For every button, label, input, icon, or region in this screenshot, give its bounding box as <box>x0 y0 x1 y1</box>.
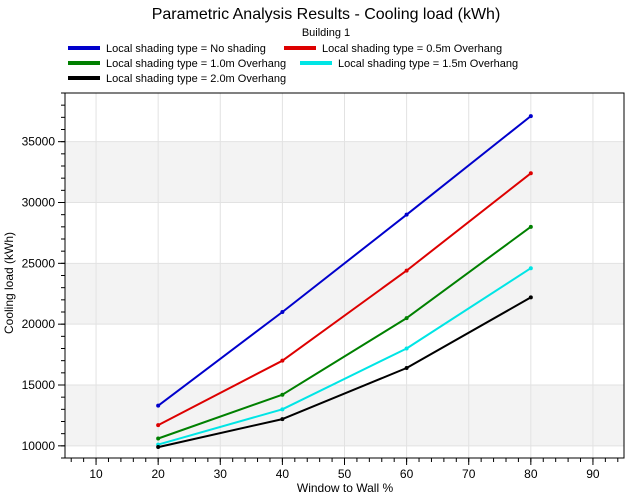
legend-label-3: Local shading type = 1.0m Overhang <box>106 58 286 70</box>
legend: Local shading type = No shading Local sha… <box>65 41 624 88</box>
series-line-1 <box>157 115 532 407</box>
x-tick-label: 10 <box>89 467 103 481</box>
series-3-point <box>528 224 533 229</box>
series-1-point <box>404 212 409 217</box>
legend-label-2: Local shading type = 0.5m Overhang <box>322 43 502 55</box>
chart-title: Parametric Analysis Results - Cooling lo… <box>152 6 501 23</box>
x-tick-label: 80 <box>524 467 538 481</box>
series-line-4 <box>157 267 532 446</box>
legend-label-5: Local shading type = 2.0m Overhang <box>106 73 286 85</box>
chart-subtitle: Building 1 <box>302 27 350 39</box>
x-axis-label: Window to Wall % <box>297 481 394 495</box>
y-tick-label: 20000 <box>22 317 56 331</box>
series-5-point <box>156 445 161 450</box>
x-tick-label: 50 <box>338 467 352 481</box>
series-1-point <box>528 114 533 119</box>
series-1-point <box>156 403 161 408</box>
series-4-point <box>528 266 533 271</box>
y-tick-label: 15000 <box>22 378 56 392</box>
series-lines <box>156 114 533 450</box>
series-5-point <box>404 365 409 370</box>
series-3-point <box>280 392 285 397</box>
legend-label-4: Local shading type = 1.5m Overhang <box>338 58 518 70</box>
legend-label-1: Local shading type = No shading <box>106 43 266 55</box>
series-3-point <box>404 316 409 321</box>
y-tick-label: 35000 <box>22 135 56 149</box>
series-line-3 <box>157 225 532 440</box>
series-2-point <box>280 358 285 363</box>
series-2-point <box>528 171 533 176</box>
y-tick-label: 30000 <box>22 196 56 210</box>
series-5-point <box>280 417 285 422</box>
series-2-point <box>156 423 161 428</box>
x-tick-label: 60 <box>400 467 414 481</box>
series-1-point <box>280 310 285 314</box>
x-tick-label: 20 <box>151 467 165 481</box>
y-axis-label: Cooling load (kWh) <box>2 232 16 334</box>
y-tick-label: 10000 <box>22 439 56 453</box>
series-5-point <box>528 295 533 300</box>
y-tick-label: 25000 <box>22 256 56 270</box>
series-4-point <box>404 346 409 351</box>
x-tick-label: 70 <box>462 467 476 481</box>
x-tick-label: 90 <box>586 467 600 481</box>
x-tick-label: 40 <box>276 467 290 481</box>
series-3-point <box>156 436 161 441</box>
x-tick-label: 30 <box>214 467 228 481</box>
series-4-point <box>280 407 285 412</box>
series-line-5 <box>157 296 532 449</box>
series-2-point <box>404 268 409 273</box>
legend-box <box>65 41 624 88</box>
axes: 10 20 30 40 50 60 70 80 90 10000 15000 20000 25000 30… <box>22 92 625 481</box>
series-line-2 <box>157 172 532 426</box>
